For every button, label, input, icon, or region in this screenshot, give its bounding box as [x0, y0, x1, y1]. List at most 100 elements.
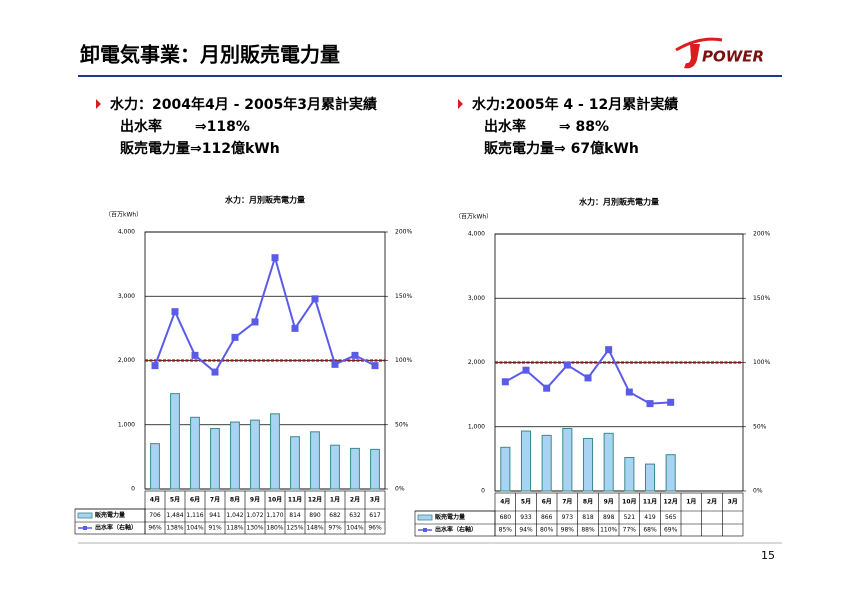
chart-title: 水力：月別販売電力量	[578, 197, 659, 207]
bar	[330, 444, 340, 490]
line-marker	[271, 254, 279, 262]
line-marker	[231, 333, 239, 341]
data-label: 419	[644, 514, 656, 521]
x-tick-label: 11月	[643, 498, 657, 506]
line-marker	[584, 374, 592, 382]
y-axis-label: （百万kWh）	[105, 212, 142, 219]
legend-swatch	[417, 514, 433, 521]
data-label: 97%	[328, 525, 342, 532]
line-marker	[331, 360, 339, 368]
y-tick-label: 0	[481, 488, 485, 495]
data-label: 1,484	[166, 512, 183, 519]
line-marker	[351, 351, 359, 359]
logo-mark	[684, 44, 700, 69]
data-label: 138%	[166, 525, 183, 532]
x-tick-label: 2月	[707, 498, 717, 506]
bullet-text: 販売電力量⇒112億kWh	[120, 140, 280, 157]
data-label: 69%	[664, 527, 678, 534]
x-tick-label: 10月	[622, 498, 636, 506]
data-label: 1,116	[186, 512, 203, 519]
x-tick-label: 8月	[583, 498, 593, 506]
data-label: 80%	[540, 527, 554, 534]
line-marker	[171, 308, 179, 316]
legend-label: 出水率（右軸）	[95, 524, 137, 532]
x-tick-label: 6月	[542, 498, 552, 506]
x-tick-label: 1月	[330, 496, 340, 504]
line	[154, 254, 376, 374]
data-label: 866	[541, 514, 553, 521]
data-label: 632	[349, 512, 361, 519]
y2-tick-label: 50%	[753, 423, 767, 430]
line-marker	[625, 388, 633, 396]
data-label: 898	[603, 514, 615, 521]
x-tick-label: 5月	[521, 498, 531, 506]
legend-label: 販売電力量	[435, 513, 465, 521]
bullet-text: 出水率 ⇒118%	[120, 118, 250, 135]
x-tick-label: 11月	[288, 496, 302, 504]
line-marker	[543, 384, 551, 392]
legend-swatch	[77, 512, 93, 519]
data-label: 118%	[226, 525, 243, 532]
y-tick-label: 3,000	[468, 295, 485, 302]
data-label: 104%	[186, 525, 203, 532]
data-label: 1,170	[266, 512, 283, 519]
bar	[370, 448, 380, 490]
data-label: 933	[520, 514, 532, 521]
data-label: 682	[329, 512, 341, 519]
data-label: 1,072	[246, 512, 263, 519]
line-marker	[211, 368, 219, 376]
bar	[541, 434, 552, 492]
x-tick-label: 6月	[190, 496, 200, 504]
line-marker	[371, 362, 379, 370]
bar	[562, 427, 573, 492]
legend-label: 販売電力量	[95, 511, 125, 519]
x-tick-label: 7月	[210, 496, 220, 504]
data-label: 125%	[286, 525, 303, 532]
line-marker	[151, 362, 159, 370]
y-tick-label: 2,000	[118, 357, 135, 364]
bullet-icon	[458, 99, 463, 109]
bar	[170, 393, 180, 490]
x-tick-label: 10月	[268, 496, 282, 504]
x-tick-label: 7月	[562, 498, 572, 506]
data-label: 890	[309, 512, 321, 519]
data-label: 77%	[623, 527, 637, 534]
data-label: 68%	[643, 527, 657, 534]
bar	[270, 413, 280, 490]
bullet-icon	[96, 99, 101, 109]
data-label: 96%	[368, 525, 382, 532]
y-axis-label: （百万kWh）	[455, 214, 492, 221]
bar	[500, 446, 511, 492]
data-label: 110%	[600, 527, 617, 534]
y-tick-label: 4,000	[468, 231, 485, 238]
bar	[210, 428, 220, 490]
legend-label: 出水率（右軸）	[435, 526, 477, 534]
x-tick-label: 5月	[170, 496, 180, 504]
data-label: 104%	[346, 525, 363, 532]
bullet-text: 水力：2004年4月 - 2005年3月累計実績	[110, 96, 377, 113]
data-label: 148%	[306, 525, 323, 532]
data-label: 565	[665, 514, 677, 521]
y2-tick-label: 50%	[395, 421, 409, 428]
slide-title: 卸電気事業：月別販売電力量	[80, 43, 340, 67]
legend-swatch	[423, 528, 427, 532]
data-label: 180%	[266, 525, 283, 532]
chart-title: 水力：月別販売電力量	[224, 195, 305, 205]
y-tick-label: 1,000	[468, 423, 485, 430]
line-marker	[191, 351, 199, 359]
data-label: 96%	[148, 525, 162, 532]
data-label: 706	[149, 512, 161, 519]
line-marker	[667, 398, 675, 406]
bar	[350, 447, 360, 490]
line-marker	[291, 324, 299, 332]
y2-tick-label: 150%	[753, 295, 770, 302]
logo-swoosh	[675, 37, 723, 52]
bullet-text: 水力:2005年 4 - 12月累計実績	[472, 96, 678, 113]
logo-text: POWER	[702, 48, 764, 66]
line-marker	[251, 318, 259, 326]
data-label: 617	[369, 512, 381, 519]
y2-tick-label: 200%	[395, 229, 412, 236]
line-marker	[605, 346, 613, 354]
line-marker	[563, 361, 571, 369]
